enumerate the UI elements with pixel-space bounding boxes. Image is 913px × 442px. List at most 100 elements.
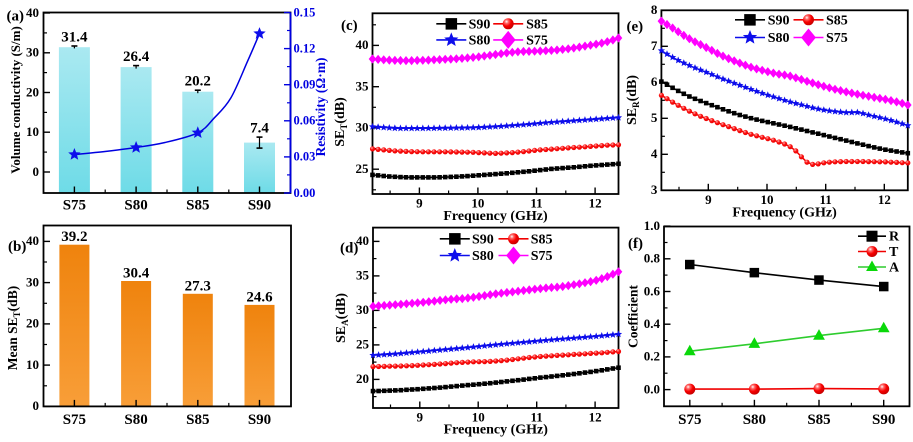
svg-text:S85: S85 bbox=[531, 232, 553, 247]
svg-text:27.3: 27.3 bbox=[185, 278, 211, 294]
svg-text:A: A bbox=[889, 261, 900, 276]
svg-text:S75: S75 bbox=[63, 198, 86, 214]
svg-text:11: 11 bbox=[531, 410, 543, 425]
svg-text:SEA(dB): SEA(dB) bbox=[334, 293, 350, 343]
svg-text:0.00: 0.00 bbox=[294, 186, 316, 200]
svg-text:12: 12 bbox=[589, 196, 602, 211]
svg-text:40: 40 bbox=[26, 5, 39, 20]
svg-text:S85: S85 bbox=[186, 198, 209, 214]
svg-text:35: 35 bbox=[356, 268, 370, 283]
svg-text:S90: S90 bbox=[768, 13, 790, 28]
svg-text:0.4: 0.4 bbox=[644, 316, 661, 331]
svg-text:12: 12 bbox=[589, 410, 602, 425]
svg-text:0.06: 0.06 bbox=[294, 114, 316, 128]
svg-text:S80: S80 bbox=[768, 31, 790, 46]
svg-text:S75: S75 bbox=[531, 249, 553, 264]
svg-text:S80: S80 bbox=[743, 412, 766, 428]
svg-text:10: 10 bbox=[472, 410, 485, 425]
svg-text:0.0: 0.0 bbox=[644, 381, 660, 396]
svg-text:(c): (c) bbox=[341, 18, 358, 34]
svg-text:12: 12 bbox=[878, 192, 891, 207]
svg-text:SER(dB): SER(dB) bbox=[625, 75, 641, 125]
svg-text:S75: S75 bbox=[826, 31, 848, 46]
svg-text:10: 10 bbox=[471, 196, 484, 211]
svg-text:10: 10 bbox=[26, 357, 39, 372]
svg-text:S90: S90 bbox=[248, 412, 271, 428]
svg-text:(a): (a) bbox=[7, 9, 25, 25]
svg-text:40: 40 bbox=[356, 233, 369, 248]
svg-text:S75: S75 bbox=[526, 33, 548, 48]
svg-text:Frequency (GHz): Frequency (GHz) bbox=[732, 206, 837, 221]
svg-text:0.03: 0.03 bbox=[294, 150, 316, 164]
svg-text:0: 0 bbox=[33, 164, 40, 179]
svg-text:30.4: 30.4 bbox=[123, 266, 150, 282]
svg-text:9: 9 bbox=[417, 410, 424, 425]
svg-text:7: 7 bbox=[651, 38, 658, 53]
svg-text:20: 20 bbox=[26, 84, 39, 99]
svg-text:S85: S85 bbox=[526, 17, 548, 32]
svg-text:Resistivity (Ω·m): Resistivity (Ω·m) bbox=[313, 58, 328, 157]
svg-text:0.12: 0.12 bbox=[294, 41, 316, 55]
svg-text:S75: S75 bbox=[63, 412, 86, 428]
svg-text:Coefficient: Coefficient bbox=[626, 285, 641, 348]
svg-text:39.2: 39.2 bbox=[61, 229, 87, 245]
svg-text:(e): (e) bbox=[627, 19, 644, 35]
svg-text:11: 11 bbox=[820, 192, 832, 207]
svg-text:7.4: 7.4 bbox=[250, 121, 269, 137]
svg-text:S80: S80 bbox=[472, 249, 494, 264]
svg-text:4: 4 bbox=[651, 146, 658, 161]
svg-text:9: 9 bbox=[705, 192, 712, 207]
svg-text:25: 25 bbox=[356, 161, 370, 176]
svg-text:S75: S75 bbox=[678, 412, 701, 428]
svg-text:Frequency (GHz): Frequency (GHz) bbox=[443, 209, 548, 224]
svg-text:11: 11 bbox=[530, 196, 542, 211]
svg-text:6: 6 bbox=[651, 74, 658, 89]
svg-text:40: 40 bbox=[26, 233, 39, 248]
svg-text:0.6: 0.6 bbox=[644, 283, 661, 298]
svg-text:Frequency (GHz): Frequency (GHz) bbox=[444, 423, 549, 438]
svg-text:S85: S85 bbox=[807, 412, 830, 428]
svg-text:35: 35 bbox=[356, 78, 370, 93]
svg-text:(b): (b) bbox=[8, 239, 26, 255]
svg-text:24.6: 24.6 bbox=[246, 289, 273, 305]
svg-text:30: 30 bbox=[26, 274, 39, 289]
svg-text:S90: S90 bbox=[872, 412, 895, 428]
svg-text:30: 30 bbox=[26, 45, 39, 60]
svg-text:10: 10 bbox=[761, 192, 774, 207]
svg-text:1.0: 1.0 bbox=[644, 218, 660, 233]
svg-text:8: 8 bbox=[651, 2, 658, 17]
svg-text:S80: S80 bbox=[124, 412, 147, 428]
svg-text:T: T bbox=[889, 245, 899, 260]
svg-text:S90: S90 bbox=[248, 198, 271, 214]
svg-text:0.09: 0.09 bbox=[294, 78, 316, 92]
svg-text:20: 20 bbox=[26, 316, 39, 331]
svg-text:SET(dB): SET(dB) bbox=[333, 97, 349, 147]
svg-text:0.8: 0.8 bbox=[644, 251, 661, 266]
svg-text:25: 25 bbox=[356, 337, 370, 352]
svg-text:31.4: 31.4 bbox=[61, 29, 88, 45]
svg-text:20.2: 20.2 bbox=[185, 74, 211, 90]
svg-text:S85: S85 bbox=[826, 13, 848, 28]
svg-text:5: 5 bbox=[651, 110, 658, 125]
svg-text:S80: S80 bbox=[469, 33, 491, 48]
svg-text:S80: S80 bbox=[124, 198, 147, 214]
svg-text:26.4: 26.4 bbox=[123, 49, 150, 65]
svg-text:Volume conductivity (S/m): Volume conductivity (S/m) bbox=[8, 26, 23, 174]
svg-text:9: 9 bbox=[416, 196, 423, 211]
svg-text:30: 30 bbox=[356, 302, 369, 317]
svg-text:0.15: 0.15 bbox=[294, 5, 316, 19]
svg-text:(f): (f) bbox=[628, 236, 643, 252]
svg-text:3: 3 bbox=[651, 182, 658, 197]
svg-text:30: 30 bbox=[356, 120, 369, 135]
svg-text:20: 20 bbox=[356, 371, 369, 386]
svg-text:0: 0 bbox=[33, 398, 40, 413]
svg-text:S85: S85 bbox=[186, 412, 209, 428]
svg-text:R: R bbox=[889, 230, 900, 245]
svg-text:S90: S90 bbox=[469, 17, 491, 32]
svg-text:10: 10 bbox=[26, 124, 39, 139]
svg-text:(d): (d) bbox=[340, 241, 358, 257]
svg-text:Mean SET(dB): Mean SET(dB) bbox=[5, 286, 22, 370]
svg-text:40: 40 bbox=[356, 37, 369, 52]
svg-text:S90: S90 bbox=[472, 232, 494, 247]
svg-text:0.2: 0.2 bbox=[644, 349, 660, 364]
